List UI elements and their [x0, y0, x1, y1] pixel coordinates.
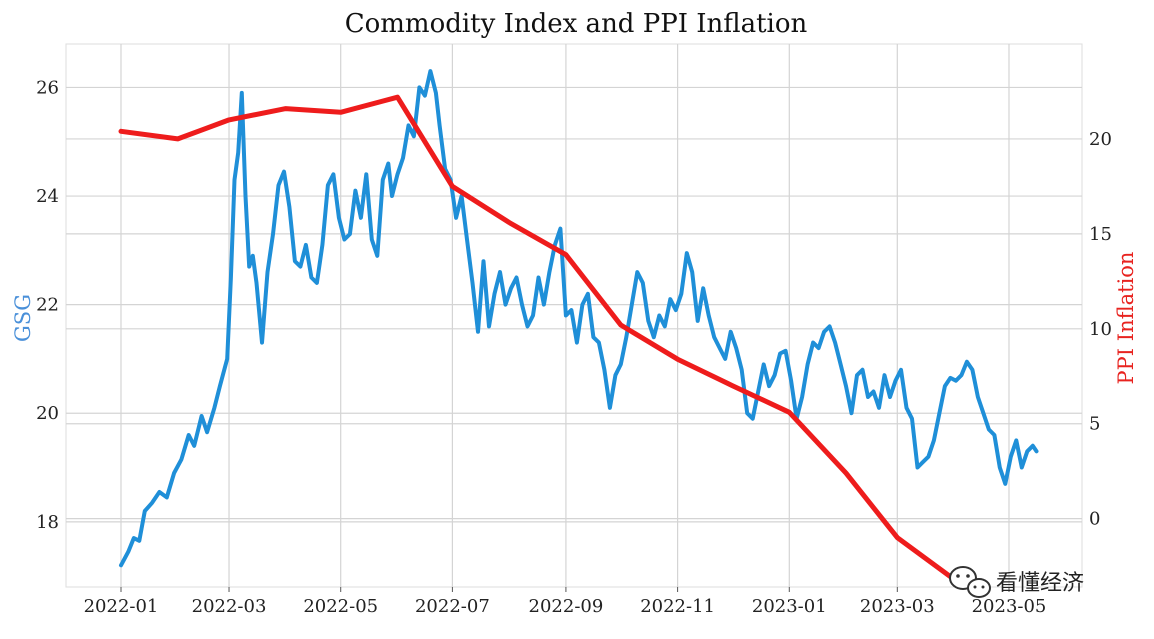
- watermark-text: 看懂经济: [996, 571, 1084, 596]
- y-right-tick-label: 10: [1089, 319, 1112, 340]
- y-right-tick-label: 5: [1089, 414, 1100, 435]
- x-tick-label: 2022-03: [192, 596, 267, 617]
- tick-layer: 2022-01 2022-03 2022-05 2022-07 2022-09 2022-…: [36, 77, 1112, 617]
- y-left-tick-label: 18: [36, 512, 59, 533]
- y-axis-left-label: GSG: [11, 294, 35, 342]
- y-right-tick-label: 0: [1089, 509, 1100, 530]
- x-tick-label: 2023-01: [752, 596, 827, 617]
- y-right-tick-label: 20: [1089, 129, 1112, 150]
- x-tick-label: 2023-03: [860, 596, 935, 617]
- y-left-tick-label: 24: [36, 186, 59, 207]
- y-left-tick-label: 22: [36, 295, 59, 316]
- watermark: 看懂经济: [949, 566, 1084, 598]
- grid-layer: [66, 44, 1082, 587]
- x-tick-label: 2022-11: [640, 596, 715, 617]
- x-tick-label: 2022-01: [84, 596, 159, 617]
- wechat-icon: [949, 566, 991, 598]
- y-axis-right-label: PPI Inflation: [1114, 252, 1138, 385]
- x-tick-label: 2022-07: [415, 596, 490, 617]
- x-tick-label: 2022-05: [303, 596, 378, 617]
- y-left-tick-label: 20: [36, 403, 59, 424]
- series-layer: [118, 69, 1039, 582]
- x-tick-label: 2022-09: [529, 596, 604, 617]
- chart-title: Commodity Index and PPI Inflation: [345, 9, 808, 39]
- y-left-tick-label: 26: [36, 77, 59, 98]
- gsg-series-line: [119, 69, 1039, 568]
- x-tick-label: 2023-05: [972, 596, 1047, 617]
- ppi-series-line: [118, 94, 957, 582]
- y-right-tick-label: 15: [1089, 224, 1112, 245]
